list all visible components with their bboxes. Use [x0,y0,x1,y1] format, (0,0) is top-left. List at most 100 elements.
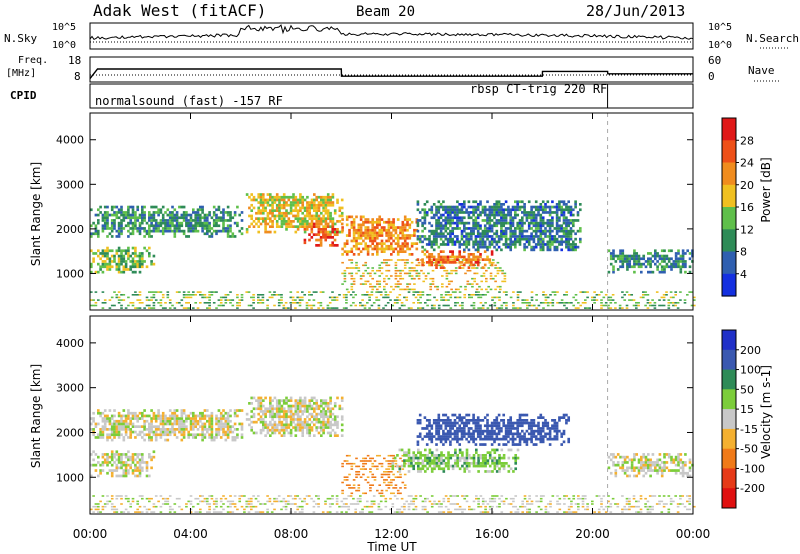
echo-cell [352,228,356,232]
echo-cell [210,411,214,415]
echo-cell [654,249,657,253]
echo-cell [259,217,263,220]
echo-cell [257,193,261,196]
echo-cell [110,304,114,307]
echo-cell [192,414,195,418]
echo-cell [322,214,325,218]
echo-cell [551,205,554,209]
echo-cell [275,193,279,196]
echo-cell [357,228,361,232]
echo-cell [229,227,232,230]
echo-cell [534,235,538,238]
echo-cell [117,428,121,431]
echo-cell [483,227,487,230]
echo-cell [490,219,494,222]
echo-cell [548,211,552,214]
echo-cell [424,456,427,460]
echo-cell [168,227,172,230]
echo-cell [217,430,221,434]
echo-cell [449,232,452,236]
echo-cell [470,296,474,299]
echo-cell [250,217,254,220]
echo-cell [294,412,298,416]
echo-cell [490,263,494,267]
echo-cell [101,425,105,428]
echo-cell [148,307,151,309]
echo-cell [460,437,464,441]
echo-cell [341,492,344,495]
echo-cell [394,283,398,285]
echo-cell [201,430,204,434]
echo-cell [185,296,188,299]
echo-cell [677,252,680,255]
echo-cell [458,459,462,462]
echo-cell [313,206,316,210]
echo-cell [171,229,174,233]
echo-cell [451,464,455,468]
echo-cell [472,459,476,462]
echo-cell [567,205,571,209]
echo-cell [124,419,128,423]
echo-cell [507,456,511,460]
echo-cell [245,228,249,231]
echo-cell [299,402,302,405]
echo-cell [201,428,204,431]
echo-cell [398,467,402,471]
echo-cell [110,265,114,269]
echo-cell [115,216,119,220]
echo-cell [400,448,404,452]
echo-cell [378,454,382,457]
echo-cell [110,428,114,431]
echo-cell [548,248,552,252]
echo-cell [124,428,128,431]
echo-cell [468,269,472,272]
echo-cell [435,437,438,441]
echo-cell [497,432,501,436]
echo-cell [303,228,307,231]
echo-cell [308,214,312,218]
echo-cell [299,193,302,196]
echo-cell [329,214,332,218]
echo-cell [280,420,284,424]
echo-cell [486,255,489,259]
echo-cell [113,221,116,225]
echo-cell [449,219,452,222]
echo-cell [562,229,566,233]
echo-cell [521,200,524,204]
echo-cell [117,257,121,261]
echo-cell [428,263,431,267]
echo-cell [459,285,463,288]
echo-cell [166,227,170,230]
echo-cell [447,456,450,460]
echo-cell [460,435,464,438]
echo-cell [516,235,520,238]
echo-cell [127,208,130,212]
echo-cell [669,302,673,304]
echo-cell [546,200,550,204]
echo-cell [380,247,384,251]
echo-cell [483,232,487,236]
echo-cell [148,438,151,442]
echo-cell [368,294,371,296]
echo-cell [278,201,281,204]
echo-cell [433,459,436,462]
echo-cell [145,419,149,423]
echo-cell [449,205,452,209]
echo-cell [463,250,466,253]
echo-cell [446,419,450,422]
echo-cell [90,304,93,307]
echo-cell [558,200,561,204]
echo-cell [493,429,496,433]
echo-cell [324,203,328,207]
echo-cell [226,205,230,209]
echo-cell [217,216,221,220]
echo-cell [410,462,413,465]
echo-cell [310,399,314,402]
echo-cell [373,220,377,224]
echo-cell [106,211,109,214]
echo-cell [359,476,363,478]
echo-cell [426,304,429,307]
echo-cell [219,304,223,307]
echo-cell [245,291,249,293]
echo-cell [120,299,123,301]
